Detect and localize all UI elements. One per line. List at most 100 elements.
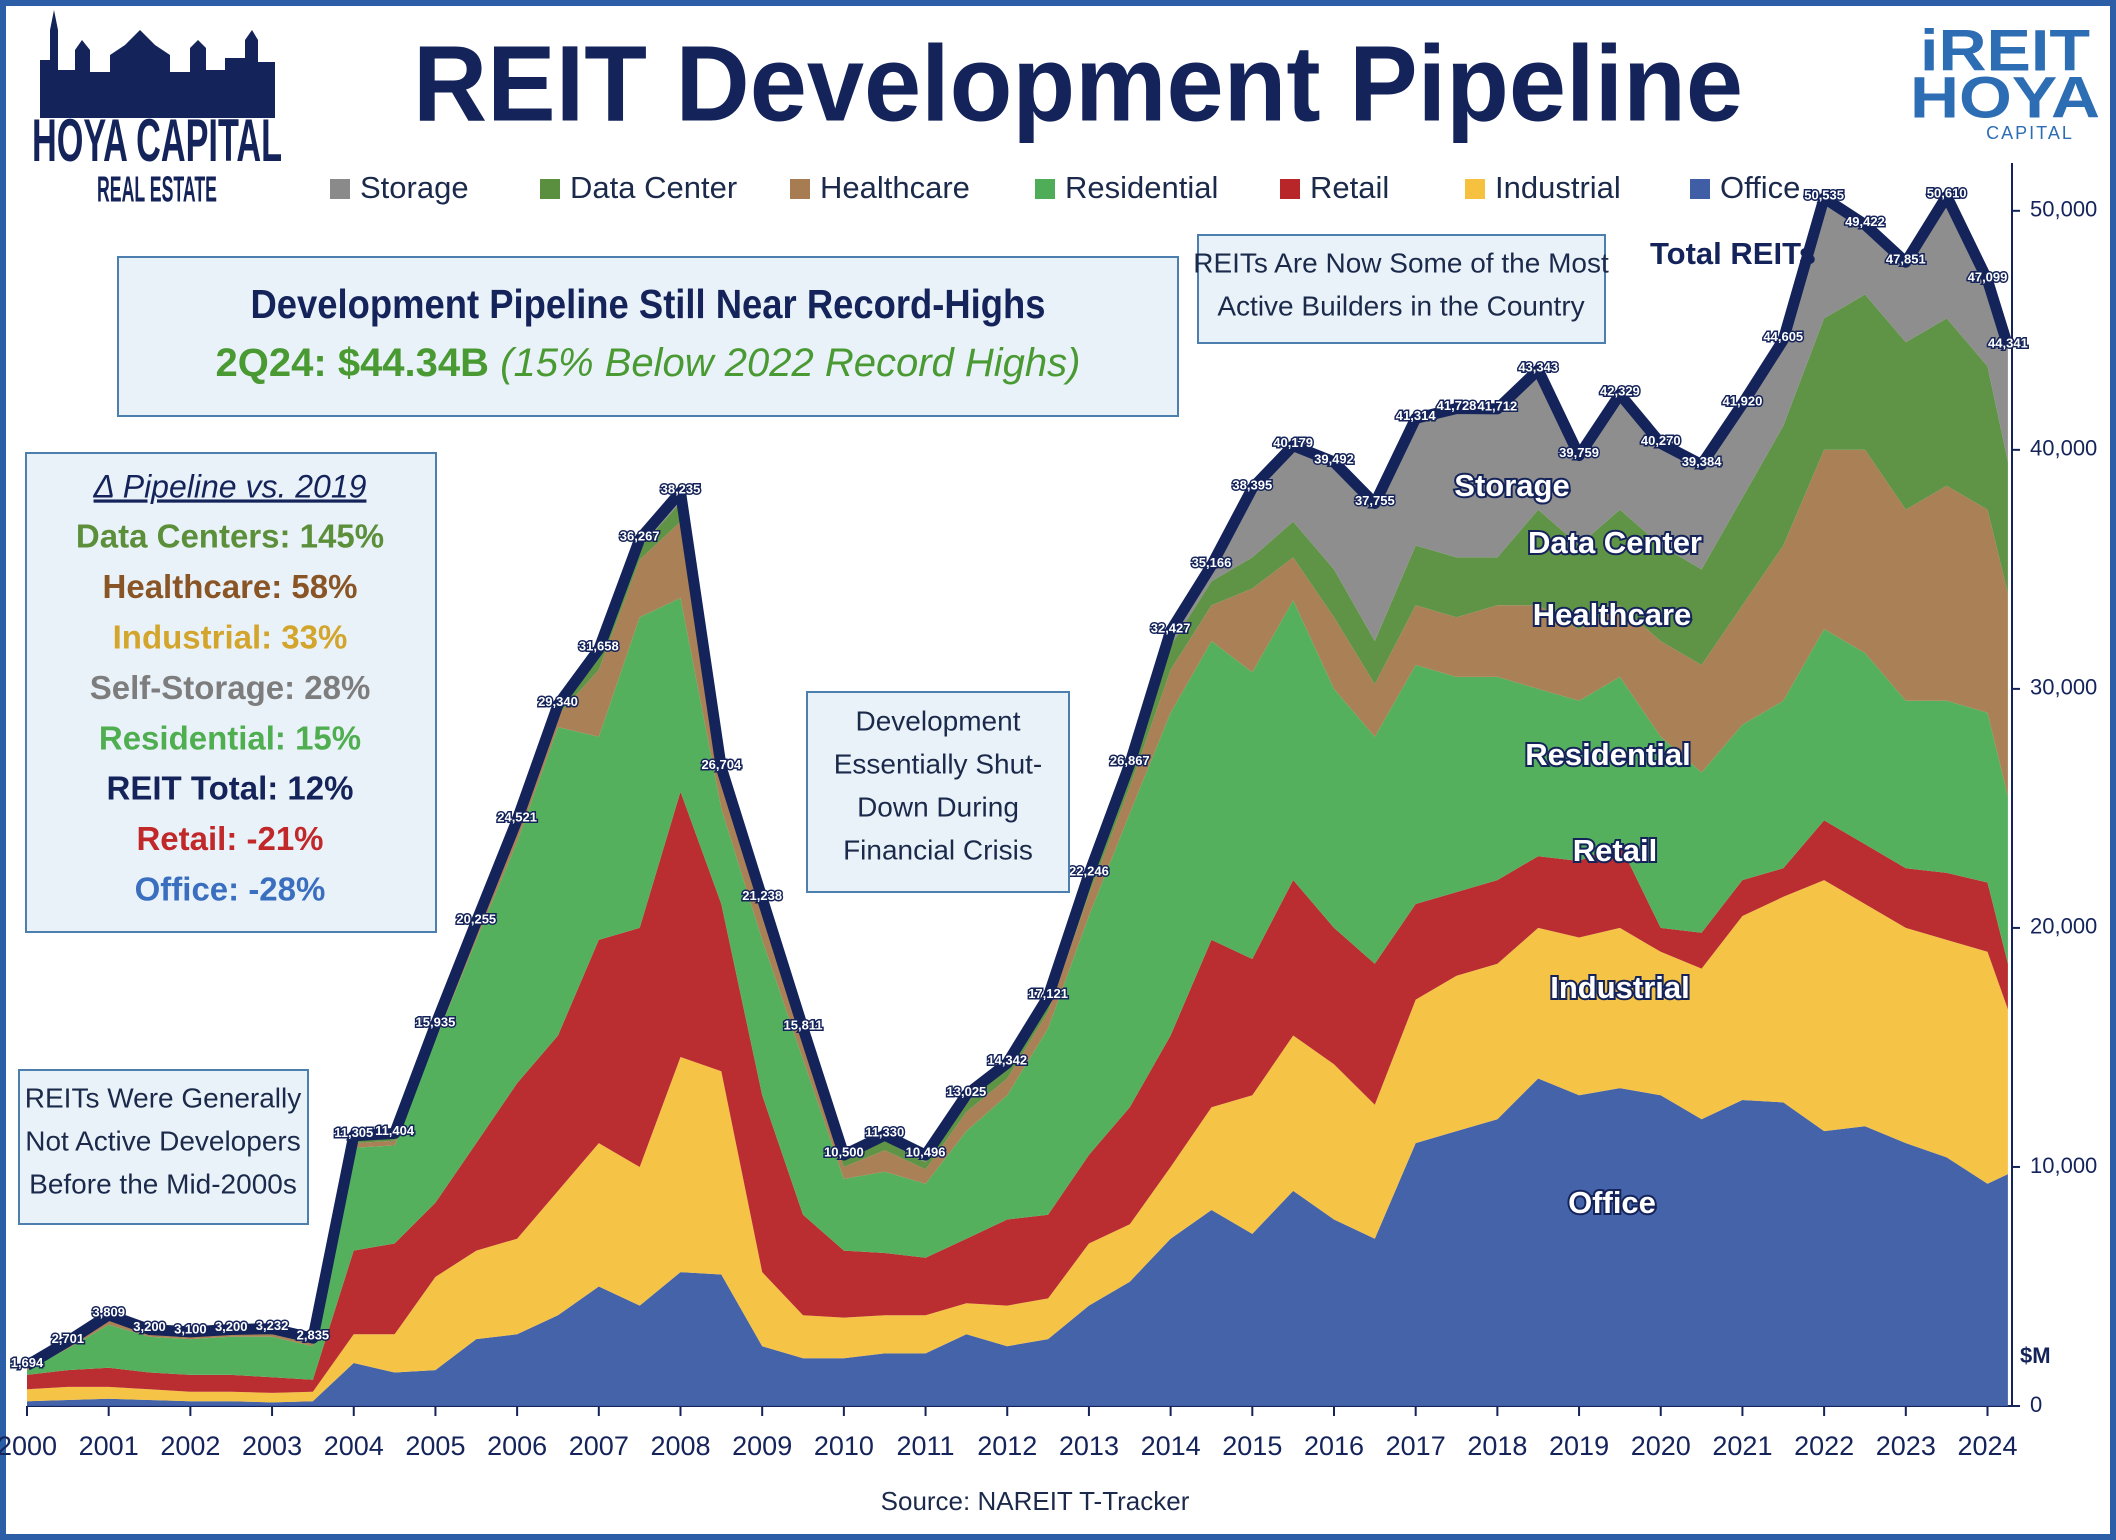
delta-box (25, 452, 437, 933)
x-tick-label: 2022 (1794, 1431, 1854, 1461)
data-label: 2,835 (297, 1328, 330, 1343)
data-label: 50,535 (1804, 187, 1844, 202)
data-label: 50,610 (1927, 186, 1967, 201)
data-label: 41,712 (1477, 398, 1517, 413)
annotation: Development (856, 705, 1021, 736)
data-label: 32,427 (1151, 620, 1191, 635)
data-label: 41,920 (1723, 393, 1763, 408)
headline-title: Development Pipeline Still Near Record-H… (251, 281, 1046, 327)
legend-swatch (1280, 179, 1300, 199)
legend-label: Retail (1310, 170, 1389, 205)
x-tick-label: 2020 (1631, 1431, 1691, 1461)
area-label: Office (1568, 1185, 1656, 1220)
y-tick-label: 30,000 (2030, 675, 2097, 700)
data-label: 29,340 (538, 694, 578, 709)
annotation-box (18, 1069, 309, 1225)
x-tick-label: 2012 (977, 1431, 1037, 1461)
annotation: REITs Are Now Some of the Most (1193, 247, 1609, 278)
data-label: 11,404 (375, 1123, 415, 1138)
data-label: 42,329 (1600, 384, 1640, 399)
data-label: 13,025 (947, 1084, 987, 1099)
logo-text: REAL ESTATE (97, 169, 217, 210)
area-label: Residential (1525, 737, 1690, 772)
source: Source: NAREIT T-Tracker (881, 1486, 1190, 1516)
area (27, 791, 2008, 1393)
area-label: Storage (1454, 468, 1569, 503)
delta-item: Healthcare: 58% (103, 568, 358, 605)
logo-text: iREIT (1920, 18, 2090, 83)
annotation: Active Builders in the Country (1217, 290, 1584, 321)
data-label: 39,384 (1682, 454, 1723, 469)
y-tick-label: 50,000 (2030, 197, 2097, 222)
data-label: 40,270 (1641, 433, 1681, 448)
area (27, 598, 2008, 1380)
data-label: 49,422 (1845, 214, 1885, 229)
x-tick-label: 2005 (405, 1431, 465, 1461)
data-label: 31,658 (579, 639, 619, 654)
annotation: Not Active Developers (25, 1125, 300, 1156)
chart-title: REIT Development Pipeline (413, 23, 1743, 144)
data-label: 43,343 (1518, 359, 1558, 374)
delta-title: Δ Pipeline vs. 2019 (93, 468, 367, 504)
data-label: 22,246 (1069, 864, 1109, 879)
area-label: Industrial (1550, 970, 1690, 1005)
data-label: 38,395 (1232, 478, 1272, 493)
data-label: 10,496 (906, 1145, 946, 1160)
delta-item: REIT Total: 12% (107, 770, 354, 807)
x-tick-label: 2018 (1467, 1431, 1527, 1461)
x-tick-label: 2019 (1549, 1431, 1609, 1461)
legend-swatch (1690, 179, 1710, 199)
annotation-box (806, 691, 1070, 893)
area-label: Healthcare (1533, 597, 1692, 632)
total-line (24, 190, 2014, 1371)
delta-item: Industrial: 33% (113, 619, 348, 656)
legend-swatch (790, 179, 810, 199)
legend-swatch (1465, 179, 1485, 199)
data-label: 39,492 (1314, 451, 1354, 466)
data-label: 38,235 (661, 481, 701, 496)
area (27, 196, 2008, 1367)
delta-item: Residential: 15% (99, 719, 361, 756)
legend: Storage Data Center Healthcare Residential R… (330, 170, 1800, 205)
delta-item: Data Centers: 145% (76, 518, 384, 555)
legend-swatch (1035, 179, 1055, 199)
x-tick-label: 2009 (732, 1431, 792, 1461)
data-label: 3,200 (215, 1319, 248, 1334)
data-label: 1,694 (11, 1355, 44, 1370)
data-label: 37,755 (1355, 493, 1395, 508)
annotation-box (1197, 234, 1606, 344)
x-tick-label: 2003 (242, 1431, 302, 1461)
data-label: 3,232 (256, 1318, 289, 1333)
logo-text: CAPITAL (1986, 123, 2074, 143)
y-tick-label: 10,000 (2030, 1153, 2097, 1178)
data-label: 17,121 (1028, 986, 1068, 1001)
legend-label: Storage (360, 170, 469, 205)
data-label: 39,759 (1559, 445, 1599, 460)
data-label: 47,099 (1968, 270, 2008, 285)
data-label: 41,728 (1437, 398, 1477, 413)
headline-line: 2Q24: $44.34B (15% Below 2022 Record Hig… (216, 341, 1081, 385)
delta-item: Self-Storage: 28% (90, 669, 371, 706)
x-tick-label: 2008 (650, 1431, 710, 1461)
y-tick-label: 20,000 (2030, 914, 2097, 939)
data-label: 14,342 (987, 1053, 1027, 1068)
headline-box (117, 256, 1179, 417)
x-tick-label: 2023 (1876, 1431, 1936, 1461)
area (27, 449, 2008, 1371)
x-tick-label: 2007 (569, 1431, 629, 1461)
x-tick-label: 2000 (0, 1431, 57, 1461)
data-label: 15,811 (784, 1017, 823, 1032)
legend-swatch (330, 179, 350, 199)
x-tick-label: 2013 (1059, 1431, 1119, 1461)
annotation: Before the Mid-2000s (29, 1168, 297, 1199)
plot-area: 2000 2001 2002 2003 2004 2005 2006 2007 2008 2009… (0, 163, 2097, 1461)
data-label: 35,166 (1192, 555, 1232, 570)
area-label: Data Center (1528, 525, 1702, 560)
annotations: Data Centers: 145% Healthcare: 58% Industr… (25, 247, 1609, 1199)
delta-item: Office: -28% (135, 871, 326, 908)
headline-note: (15% Below 2022 Record Highs) (500, 341, 1080, 385)
x-tick-label: 2001 (79, 1431, 139, 1461)
data-label: 15,935 (416, 1015, 456, 1030)
annotation: REITs Were Generally (25, 1082, 301, 1113)
